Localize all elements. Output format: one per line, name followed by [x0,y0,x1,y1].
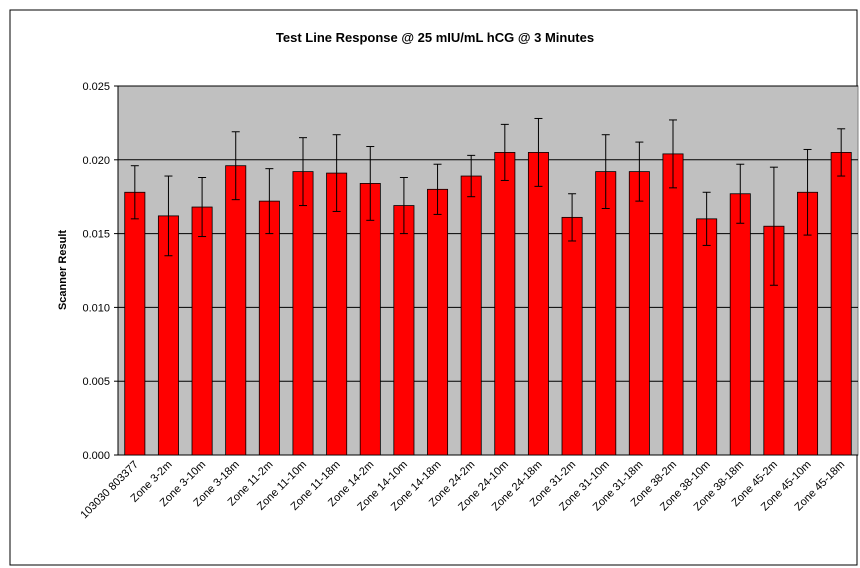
error-bar [299,137,307,207]
bar [830,152,852,456]
error-bar [198,177,207,238]
bar [628,171,650,456]
error-bar [433,163,442,215]
error-bar [803,148,812,236]
error-bar [130,165,139,220]
bar [124,191,146,456]
error-bar [399,177,408,235]
y-tick-label: 0.015 [82,229,110,241]
error-bar [534,117,543,187]
error-bar [736,163,745,224]
error-bar [568,193,577,242]
error-bar [837,128,846,177]
bar [427,188,449,456]
bar [696,218,718,456]
bar [494,152,516,456]
bar [662,153,684,456]
bar [595,171,617,456]
bar [359,183,381,456]
error-bar [231,131,240,201]
bar [258,200,280,456]
y-tick-label: 0.010 [82,302,110,314]
bar [225,165,247,456]
error-bar [164,175,173,257]
bar [292,171,314,456]
error-bar [265,168,274,235]
y-tick-label: 0.020 [82,155,110,167]
bar [527,152,549,456]
error-bar [702,191,711,246]
bar [561,216,583,456]
error-bar [769,166,778,286]
bar [393,205,415,456]
y-tick-label: 0.025 [82,81,110,93]
chart-title: Test Line Response @ 25 mIU/mL hCG @ 3 M… [276,30,594,45]
error-bar [332,134,341,212]
error-bar [669,119,677,189]
error-bar [467,154,476,198]
bar [326,172,348,456]
y-axis-label: Scanner Result [57,230,69,310]
y-tick-label: 0.000 [82,450,110,462]
error-bar [601,134,610,210]
bar [729,193,751,456]
error-bar [366,146,375,221]
error-bar [500,123,509,181]
error-bar [635,141,644,202]
bar [460,175,482,456]
y-tick-label: 0.005 [82,376,110,388]
bar [191,206,213,456]
